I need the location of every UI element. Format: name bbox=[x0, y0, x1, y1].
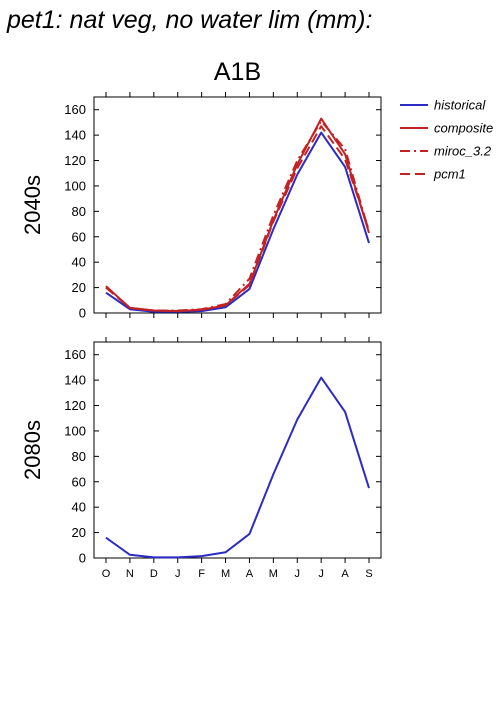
y-tick-label: 60 bbox=[72, 474, 86, 489]
legend: historical composite miroc_3.2 pcm1 bbox=[400, 98, 493, 182]
x-tick-label: D bbox=[150, 568, 158, 580]
legend-label: composite bbox=[434, 121, 493, 136]
panel-2040s: 2040s 0 20 40 60 80 100 120 140 160 bbox=[20, 92, 382, 321]
x-tick-label: F bbox=[198, 568, 205, 580]
x-tick-label: N bbox=[126, 568, 134, 580]
x-tick-label: S bbox=[365, 568, 372, 580]
y-tick-label: 120 bbox=[64, 398, 86, 413]
legend-label: historical bbox=[434, 98, 486, 113]
plot-frame bbox=[93, 341, 382, 559]
y-tick-label: 0 bbox=[79, 306, 86, 321]
y-tick-label: 20 bbox=[72, 525, 86, 540]
x-tick-label: M bbox=[221, 568, 230, 580]
y-tick-label: 60 bbox=[72, 229, 86, 244]
y-tick-label: 80 bbox=[72, 449, 86, 464]
x-tick-label: J bbox=[175, 568, 181, 580]
row-label-2080s: 2080s bbox=[20, 420, 45, 480]
y-tick-label: 160 bbox=[64, 102, 86, 117]
y-tick-label: 100 bbox=[64, 178, 86, 193]
y-tick-label: 20 bbox=[72, 280, 86, 295]
plot-frame bbox=[93, 96, 382, 314]
page-title: pet1: nat veg, no water lim (mm): bbox=[6, 6, 372, 34]
series-line-pcm1 bbox=[105, 125, 370, 313]
y-tick-label: 100 bbox=[64, 423, 86, 438]
x-tick-label: J bbox=[318, 568, 324, 580]
series-line-composite bbox=[105, 117, 370, 313]
scenario-title: A1B bbox=[214, 58, 261, 86]
y-tick-label: 0 bbox=[79, 551, 86, 566]
series-line-miroc-3-2 bbox=[105, 120, 370, 312]
legend-label: miroc_3.2 bbox=[434, 144, 492, 159]
y-tick-label: 80 bbox=[72, 204, 86, 219]
row-label-2040s: 2040s bbox=[20, 175, 45, 235]
series-line-historical bbox=[105, 376, 370, 559]
y-tick-label: 40 bbox=[72, 255, 86, 270]
series-line-historical bbox=[105, 131, 370, 313]
panel-2080s: 2080s 0 20 40 60 80 100 120 140 160 O N D J F M A M J J A S bbox=[20, 337, 382, 580]
y-tick-label: 40 bbox=[72, 500, 86, 515]
x-tick-label: M bbox=[269, 568, 278, 580]
x-tick-label: A bbox=[246, 568, 254, 580]
y-tick-label: 140 bbox=[64, 373, 86, 388]
legend-label: pcm1 bbox=[433, 167, 466, 182]
y-tick-label: 160 bbox=[64, 347, 86, 362]
x-tick-label: J bbox=[295, 568, 301, 580]
x-tick-label: O bbox=[102, 568, 111, 580]
x-tick-label: A bbox=[341, 568, 349, 580]
y-tick-label: 120 bbox=[64, 153, 86, 168]
y-tick-label: 140 bbox=[64, 128, 86, 143]
